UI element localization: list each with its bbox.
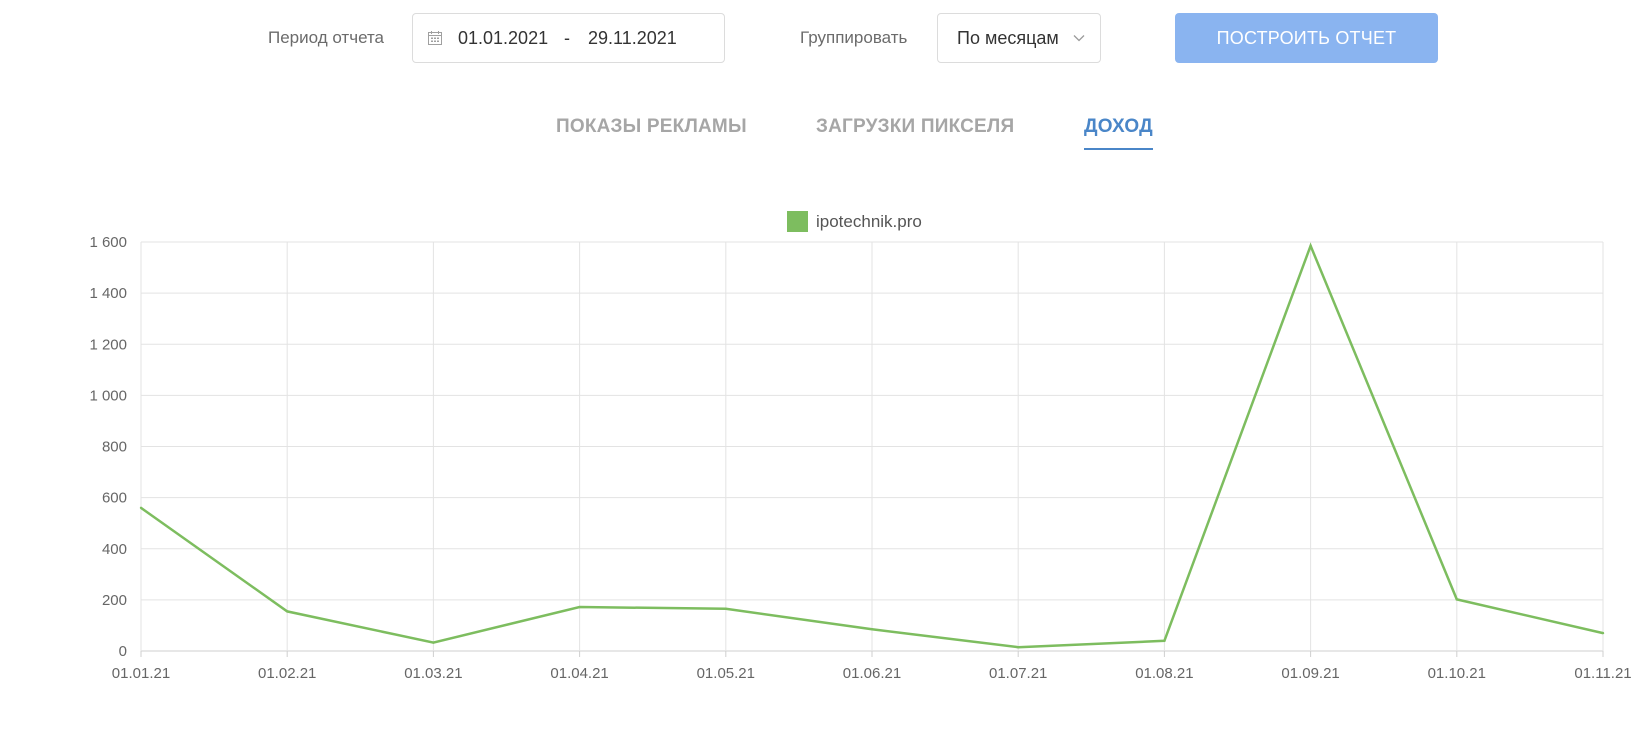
x-tick-label: 01.09.21 [1281,665,1339,682]
legend-swatch [787,211,808,232]
x-tick-label: 01.03.21 [404,665,462,682]
x-tick-label: 01.11.21 [1574,665,1631,682]
data-point [139,506,143,510]
y-tick-label: 1 400 [89,285,127,302]
x-tick-label: 01.06.21 [843,665,901,682]
group-by-select[interactable]: По месяцам [937,13,1101,63]
data-point [578,605,581,609]
y-tick-label: 1 200 [89,336,127,353]
tab-pixel-loads[interactable]: ЗАГРУЗКИ ПИКСЕЛЯ [816,116,1015,137]
x-tick-label: 01.01.21 [112,665,170,682]
x-tick-label: 01.04.21 [550,665,608,682]
data-point [1601,631,1605,635]
data-point [1163,639,1166,642]
y-tick-label: 400 [102,541,127,558]
data-point [1017,645,1020,649]
calendar-icon [428,31,442,45]
group-label: Группировать [800,28,908,47]
date-from-input[interactable]: 01.01.2021 [458,28,549,48]
x-tick-label: 01.08.21 [1135,665,1193,682]
legend-label: ipotechnik.pro [816,212,922,231]
y-tick-label: 600 [102,490,127,507]
build-report-button[interactable]: ПОСТРОИТЬ ОТЧЕТ [1175,13,1438,63]
group-by-value: По месяцам [957,28,1059,48]
tab-income[interactable]: ДОХОД [1084,116,1153,150]
x-tick-label: 01.02.21 [258,665,316,682]
report-filters: Период отчета 01.01.2021 - 29.11.2021 Гр… [0,0,1645,80]
report-tabs: ПОКАЗЫ РЕКЛАМЫ ЗАГРУЗКИ ПИКСЕЛЯ ДОХОД [0,110,1645,160]
data-point [286,610,289,613]
tab-ad-impressions[interactable]: ПОКАЗЫ РЕКЛАМЫ [556,116,747,137]
date-to-input[interactable]: 29.11.2021 [588,28,677,48]
data-point [724,607,727,611]
y-tick-label: 0 [119,643,127,660]
period-label: Период отчета [268,28,385,47]
x-tick-label: 01.05.21 [697,665,755,682]
x-tick-label: 01.07.21 [989,665,1047,682]
data-point [1455,598,1459,601]
data-point [1309,244,1312,248]
data-point [432,641,435,644]
x-tick-label: 01.10.21 [1428,665,1486,682]
date-separator: - [564,28,570,48]
date-range-picker[interactable]: 01.01.2021 - 29.11.2021 [412,13,725,63]
data-point [870,628,874,631]
y-tick-label: 1 000 [89,387,127,404]
chevron-down-icon [1073,35,1085,42]
y-tick-label: 800 [102,439,127,456]
y-tick-label: 200 [102,592,127,609]
y-tick-label: 1 600 [89,234,127,251]
